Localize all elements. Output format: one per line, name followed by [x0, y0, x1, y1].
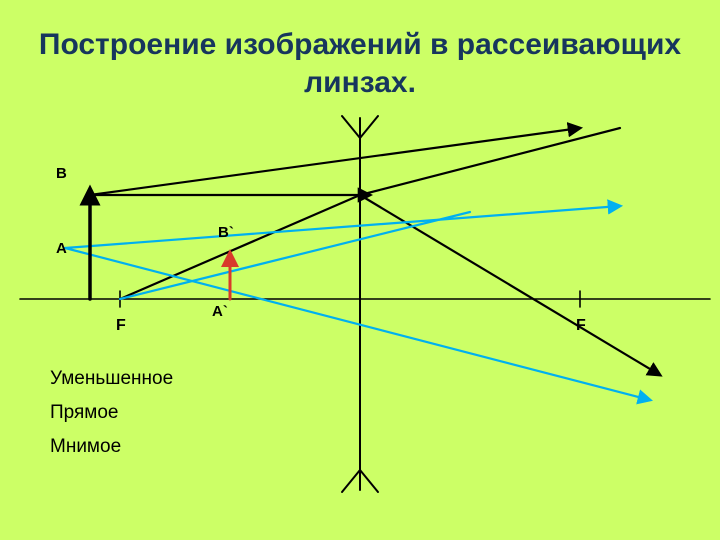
- label-B: В: [56, 165, 67, 182]
- slide-canvas: Построение изображений в рассеивающих ли…: [0, 0, 720, 540]
- property-item: Прямое: [50, 402, 119, 424]
- property-item: Уменьшенное: [50, 368, 173, 390]
- slide-title: Построение изображений в рассеивающих ли…: [0, 26, 720, 101]
- label-F1: F: [116, 317, 126, 335]
- label-F2: F: [576, 317, 586, 335]
- label-Ap: А`: [212, 303, 228, 320]
- label-A: А: [56, 240, 67, 257]
- label-Bp: В`: [218, 224, 234, 241]
- property-item: Мнимое: [50, 436, 121, 458]
